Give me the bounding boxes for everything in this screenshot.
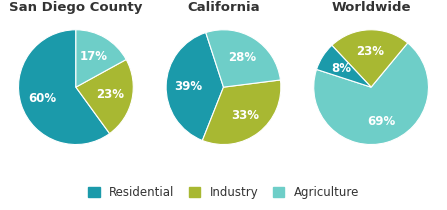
Wedge shape (316, 45, 371, 87)
Text: 23%: 23% (356, 45, 384, 58)
Wedge shape (76, 59, 133, 134)
Text: 69%: 69% (367, 115, 395, 128)
Wedge shape (18, 30, 110, 144)
Wedge shape (206, 30, 280, 87)
Text: 17%: 17% (80, 50, 108, 63)
Text: 39%: 39% (174, 80, 202, 93)
Title: California: California (187, 1, 260, 14)
Title: Worldwide: Worldwide (331, 1, 411, 14)
Title: San Diego County: San Diego County (9, 1, 143, 14)
Wedge shape (76, 30, 126, 87)
Text: 8%: 8% (331, 62, 351, 75)
Text: 23%: 23% (97, 88, 125, 101)
Wedge shape (332, 30, 408, 87)
Wedge shape (202, 80, 281, 144)
Text: 60%: 60% (28, 92, 56, 105)
Wedge shape (166, 33, 224, 140)
Wedge shape (314, 43, 429, 144)
Legend: Residential, Industry, Agriculture: Residential, Industry, Agriculture (83, 182, 364, 204)
Text: 33%: 33% (231, 109, 259, 122)
Text: 28%: 28% (228, 51, 257, 64)
